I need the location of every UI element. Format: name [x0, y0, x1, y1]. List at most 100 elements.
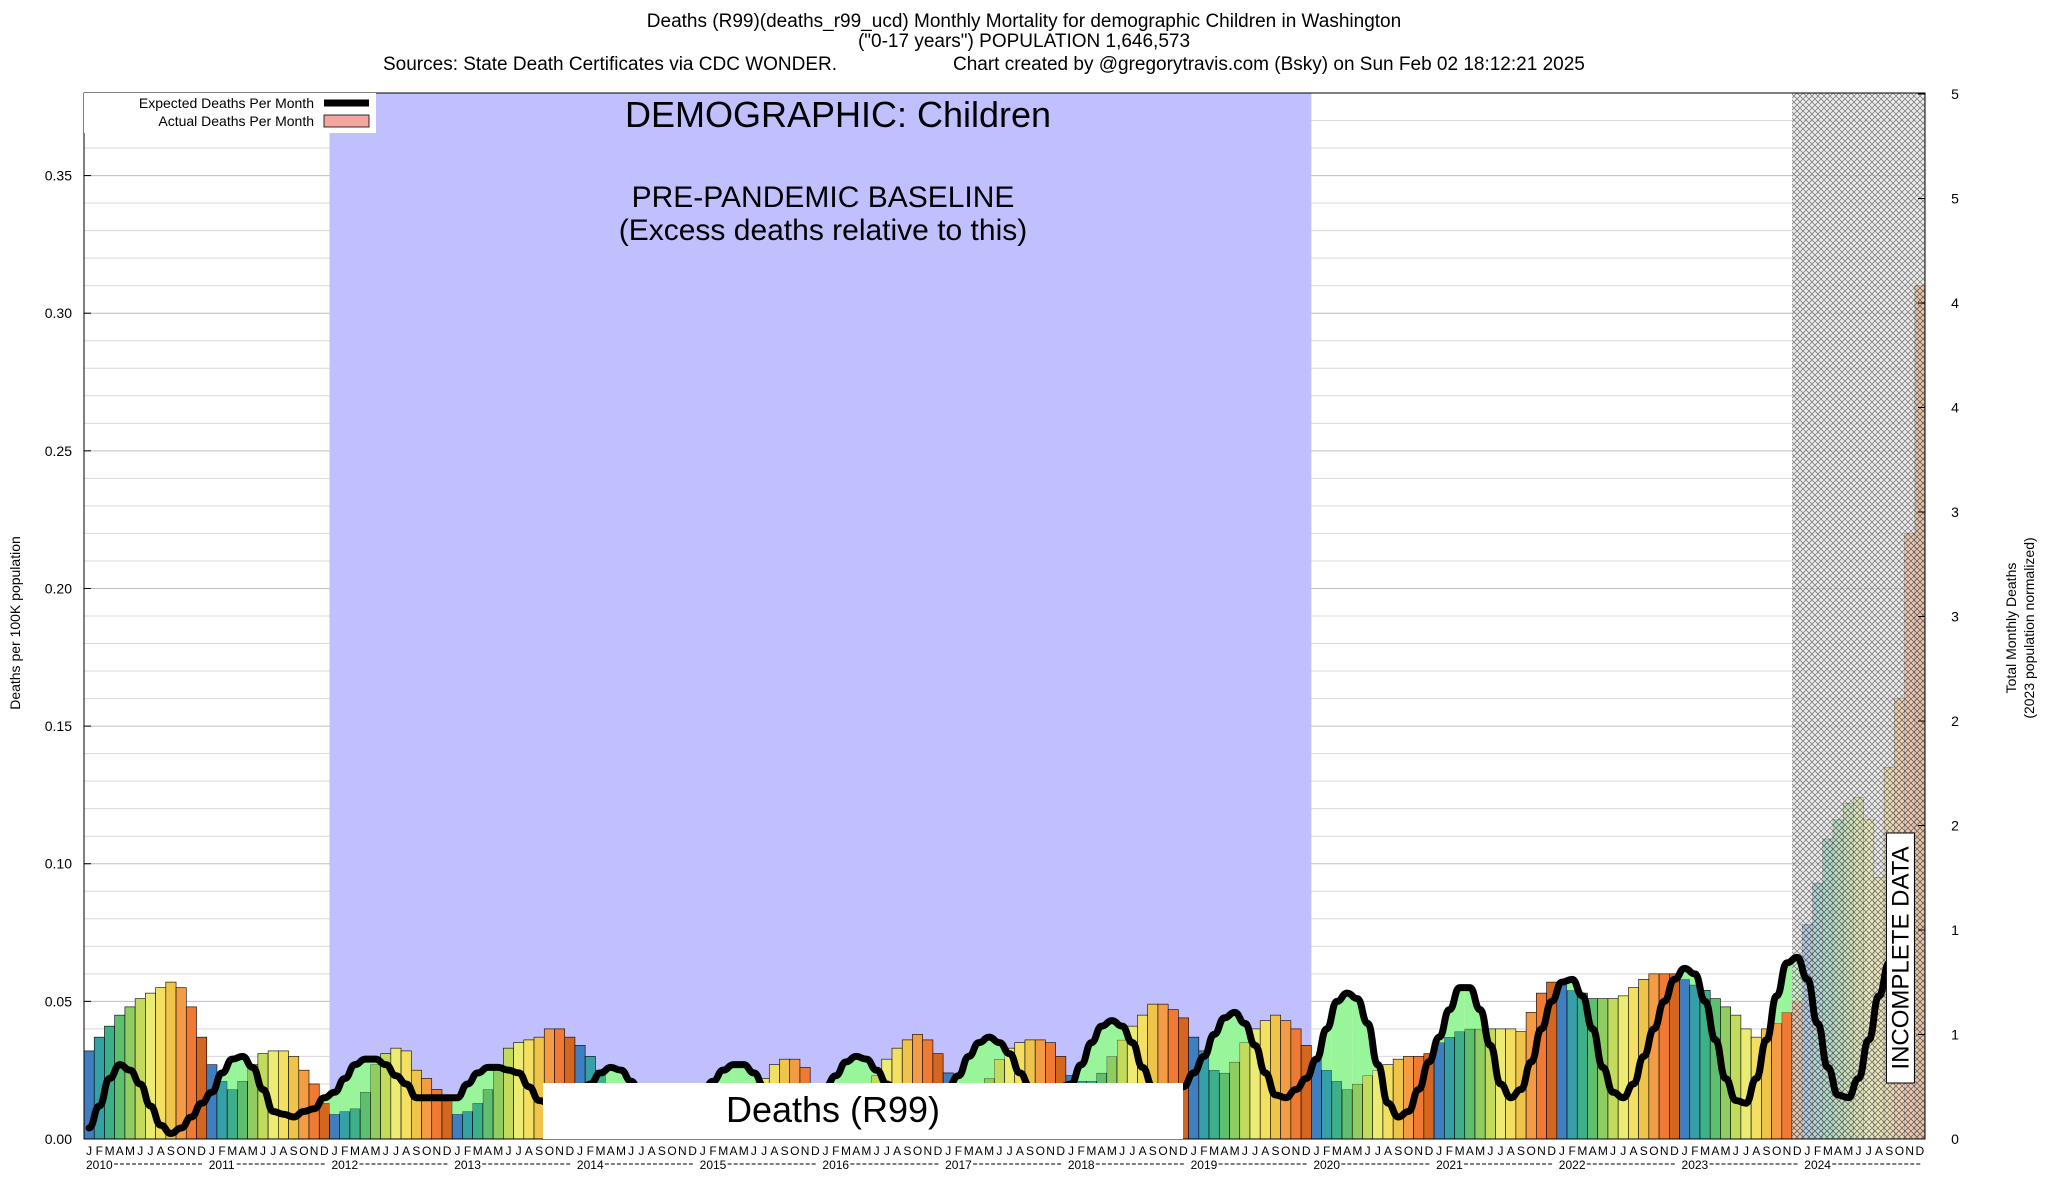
month-tick-label: J: [383, 1144, 389, 1158]
year-label: 2020: [1313, 1158, 1340, 1172]
month-tick-label: A: [975, 1144, 983, 1158]
month-tick-label: S: [1394, 1144, 1402, 1158]
excess-fill: [1106, 1020, 1118, 1057]
actual-bar: [533, 1036, 545, 1140]
month-tick-label: J: [1375, 1144, 1381, 1158]
year-label: 2023: [1682, 1158, 1709, 1172]
actual-bar: [165, 981, 177, 1140]
excess-fill: [472, 1072, 483, 1104]
month-tick-label: J: [1866, 1144, 1872, 1158]
month-tick-label: J: [761, 1144, 767, 1158]
month-tick-label: J: [147, 1144, 153, 1158]
month-tick-label: N: [1660, 1144, 1669, 1158]
actual-bar: [349, 1108, 361, 1140]
actual-bar: [1443, 1036, 1455, 1140]
expected-line: [85, 953, 1893, 1137]
month-tick-label: A: [1016, 1144, 1024, 1158]
month-tick-label: O: [176, 1144, 185, 1158]
excess-fill: [339, 1078, 350, 1112]
actual-bar: [1781, 1012, 1793, 1140]
month-tick-label: F: [1323, 1144, 1330, 1158]
month-tick-label: A: [1711, 1144, 1719, 1158]
month-tick-label: J: [1559, 1144, 1565, 1158]
month-tick-label: S: [1640, 1144, 1648, 1158]
excess-fill: [462, 1083, 473, 1112]
y-tick-label: 0.35: [45, 168, 72, 184]
month-tick-label: M: [1332, 1144, 1342, 1158]
month-tick-label: M: [1598, 1144, 1608, 1158]
month-tick-label: J: [1856, 1144, 1862, 1158]
y-tick-label: 0.30: [45, 305, 72, 321]
month-tick-label: J: [1252, 1144, 1258, 1158]
y2-tick-label: 5: [1951, 191, 1959, 207]
actual-bar: [226, 1089, 238, 1140]
y-tick-label: 0.00: [45, 1131, 72, 1147]
legend-expected-label: Expected Deaths Per Month: [139, 95, 314, 111]
actual-bar: [298, 1069, 310, 1140]
actual-bar: [1239, 1042, 1251, 1140]
month-tick-label: M: [493, 1144, 503, 1158]
actual-bar: [472, 1102, 484, 1140]
month-tick-label: M: [1577, 1144, 1587, 1158]
y-tick-label: 0.10: [45, 856, 72, 872]
month-tick-label: J: [1365, 1144, 1371, 1158]
excess-fill: [237, 1056, 248, 1082]
sources-text: Sources: State Death Certificates via CD…: [383, 54, 838, 75]
month-tick-label: J: [577, 1144, 583, 1158]
excess-fill: [329, 1092, 340, 1115]
month-tick-label: J: [1007, 1144, 1013, 1158]
year-label: 2012: [331, 1158, 358, 1172]
excess-fill: [973, 1042, 985, 1093]
month-tick-label: J: [1436, 1144, 1442, 1158]
month-tick-label: D: [1793, 1144, 1802, 1158]
year-label: 2021: [1436, 1158, 1463, 1172]
month-tick-label: O: [1404, 1144, 1413, 1158]
excess-fill: [1781, 962, 1793, 1013]
month-tick-label: J: [454, 1144, 460, 1158]
month-tick-label: S: [167, 1144, 175, 1158]
actual-bar: [318, 1102, 330, 1140]
excess-fill: [1352, 998, 1363, 1084]
excess-fill: [1567, 979, 1578, 991]
month-tick-label: N: [187, 1144, 196, 1158]
month-tick-label: M: [1721, 1144, 1731, 1158]
month-tick-label: M: [739, 1144, 749, 1158]
month-tick-label: M: [1230, 1144, 1240, 1158]
actual-bar: [1351, 1083, 1363, 1140]
baseline-annotation-line2: (Excess deaths relative to this): [619, 214, 1028, 247]
month-tick-label: F: [1691, 1144, 1698, 1158]
y2-tick-label: 5: [1951, 86, 1959, 102]
month-tick-label: A: [1589, 1144, 1597, 1158]
actual-bar: [1321, 1069, 1333, 1140]
actual-bar: [1331, 1080, 1343, 1140]
month-tick-label: A: [1261, 1144, 1269, 1158]
month-tick-label: D: [1916, 1144, 1925, 1158]
actual-bar: [1617, 995, 1629, 1140]
actual-bar: [359, 1091, 371, 1140]
month-tick-label: A: [361, 1144, 369, 1158]
excess-fill: [1679, 968, 1690, 980]
month-tick-label: D: [1179, 1144, 1188, 1158]
month-tick-label: M: [1700, 1144, 1710, 1158]
month-tick-label: N: [1537, 1144, 1546, 1158]
month-tick-label: J: [260, 1144, 266, 1158]
actual-bar: [410, 1069, 422, 1140]
month-tick-label: A: [279, 1144, 287, 1158]
excess-fill: [1321, 1028, 1332, 1071]
month-tick-label: F: [1814, 1144, 1821, 1158]
year-label: 2017: [945, 1158, 972, 1172]
excess-fill: [615, 1070, 627, 1093]
actual-bar: [1218, 1072, 1230, 1140]
cause-label: Deaths (R99): [726, 1089, 940, 1130]
month-tick-label: F: [96, 1144, 103, 1158]
actual-bar: [1454, 1031, 1466, 1140]
actual-bar: [503, 1047, 514, 1140]
month-tick-label: J: [1498, 1144, 1504, 1158]
month-tick-label: A: [1507, 1144, 1515, 1158]
month-tick-label: N: [1414, 1144, 1423, 1158]
month-tick-label: S: [1272, 1144, 1280, 1158]
month-tick-label: A: [116, 1144, 124, 1158]
month-tick-label: J: [516, 1144, 522, 1158]
month-tick-label: O: [1649, 1144, 1658, 1158]
actual-bar: [114, 1014, 126, 1140]
